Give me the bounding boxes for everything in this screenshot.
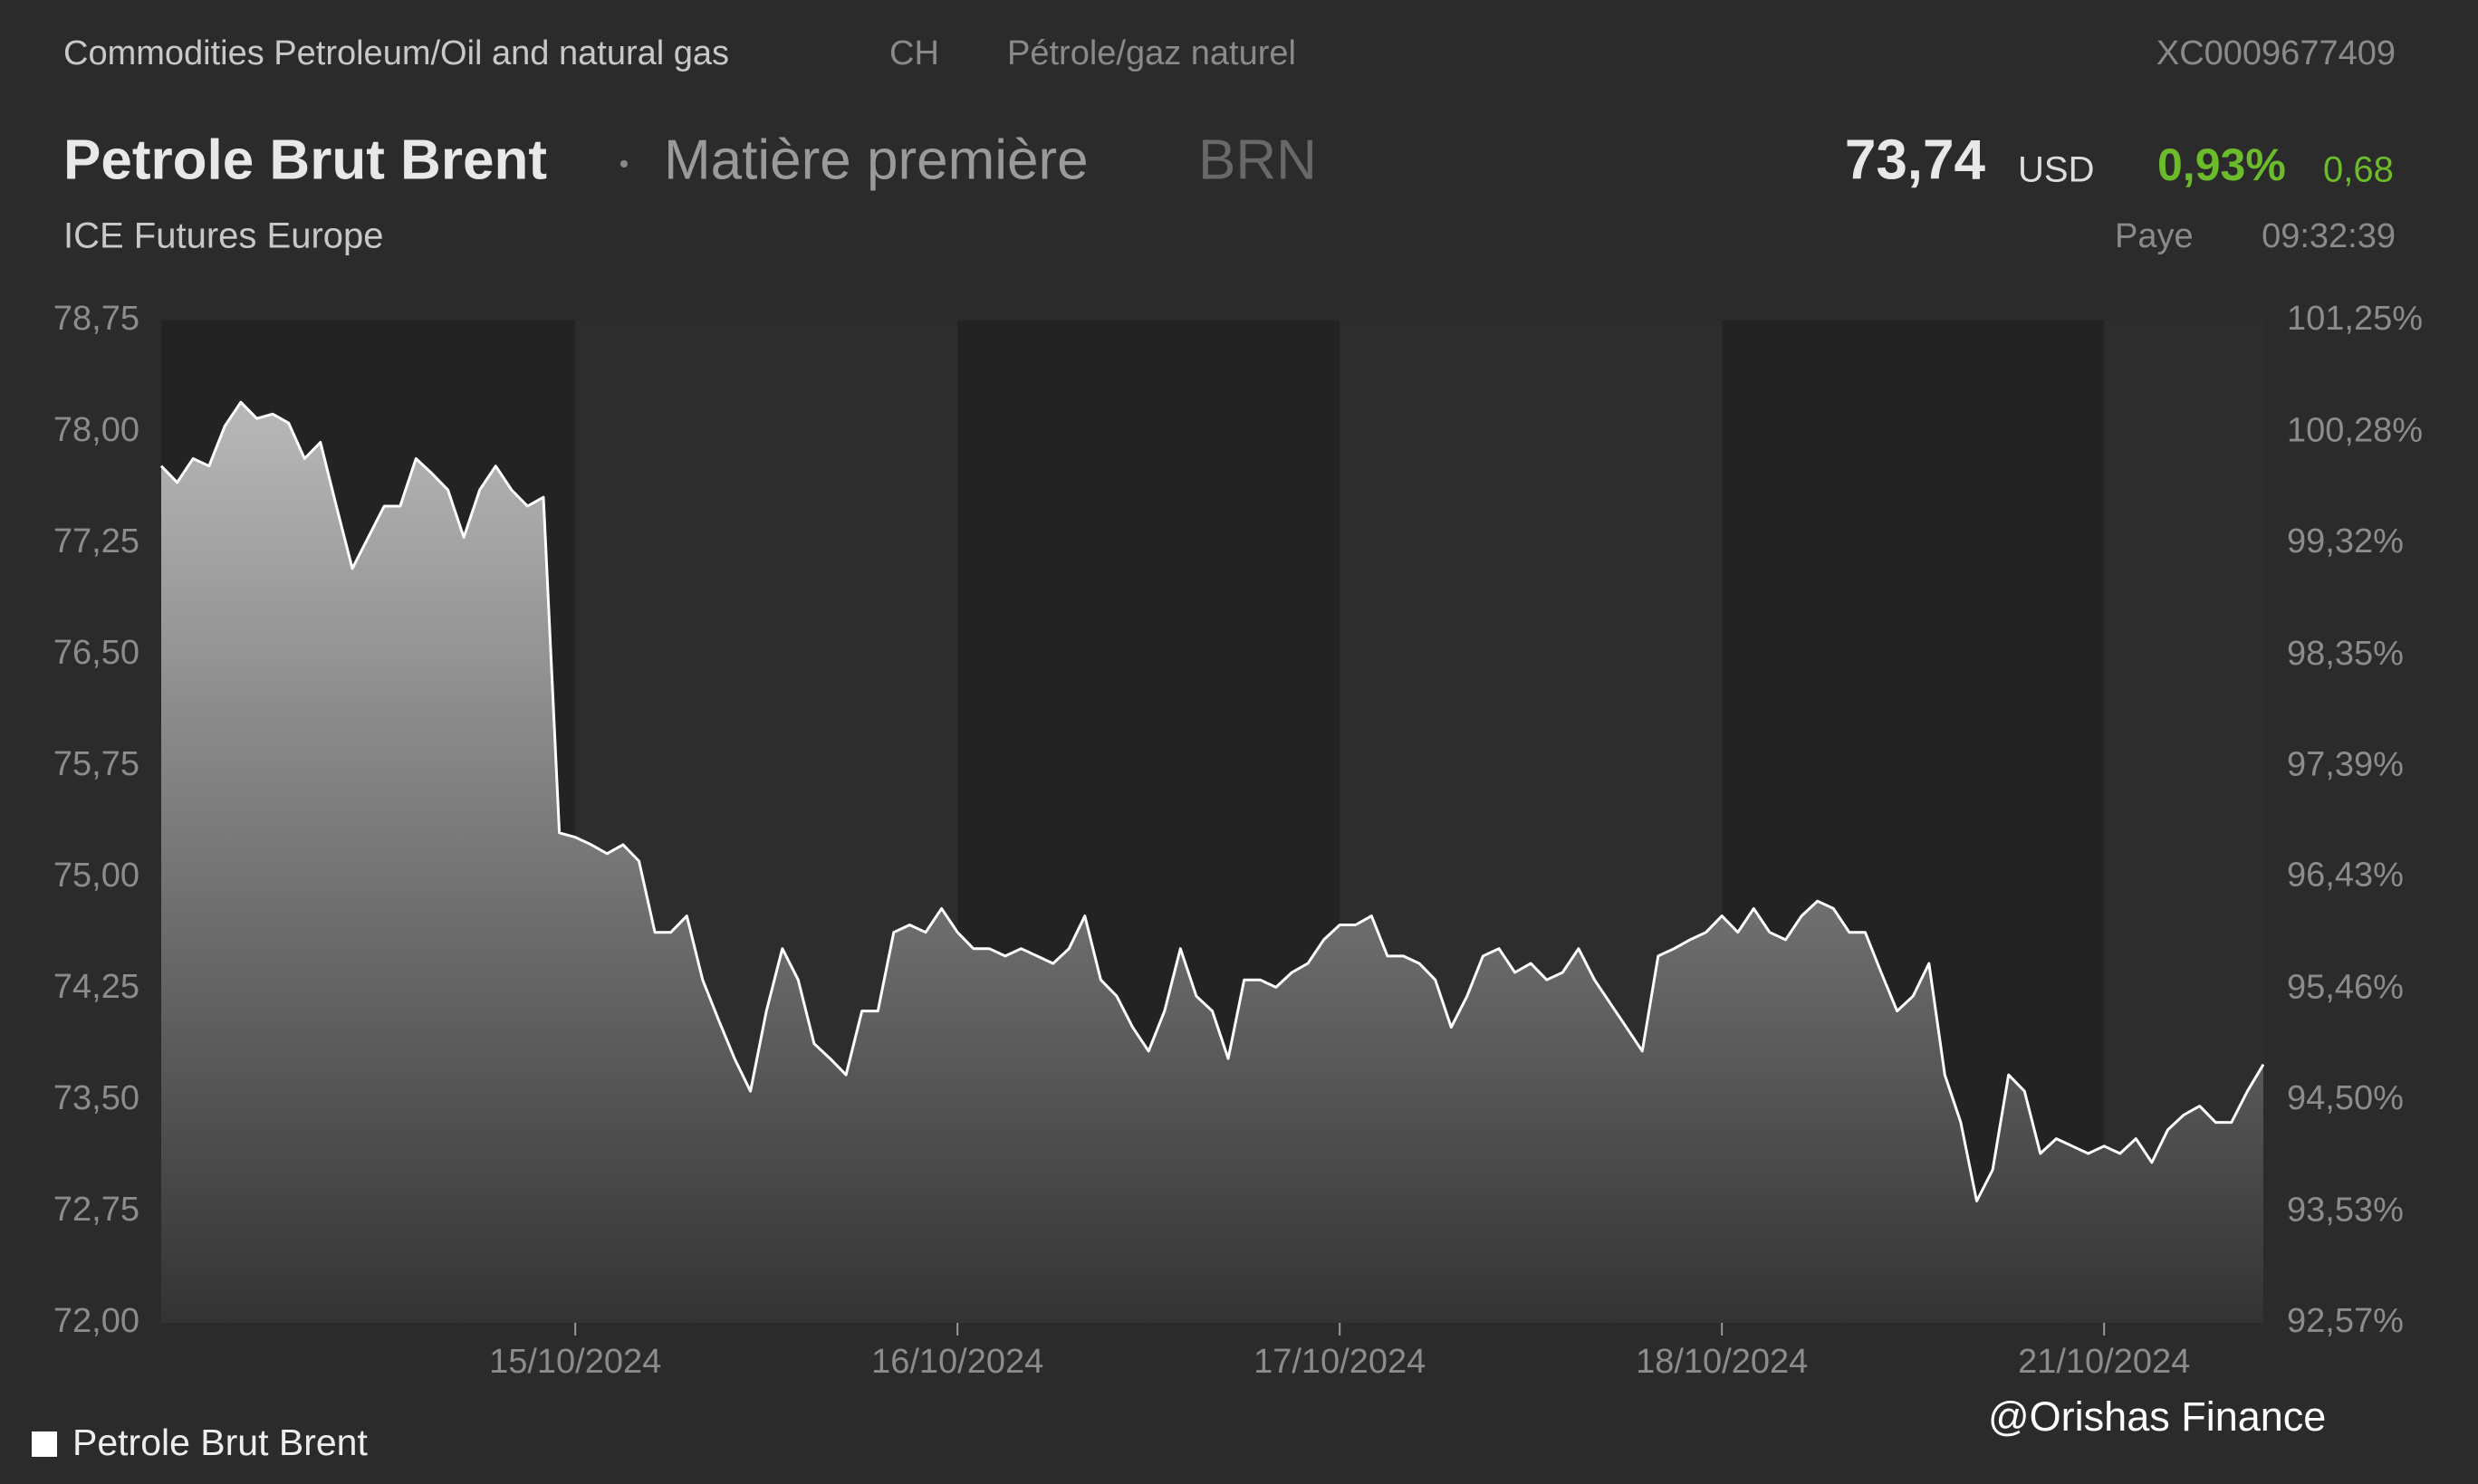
x-tick-label: 17/10/2024 [1253, 1343, 1426, 1381]
y2-tick-label: 99,32% [2287, 522, 2404, 560]
y-tick-label: 76,50 [53, 634, 139, 672]
price: 73,74 [1845, 129, 1986, 191]
instrument-name: Petrole Brut Brent [63, 129, 547, 191]
legend-swatch [32, 1431, 57, 1457]
currency: USD [2018, 150, 2094, 190]
y-tick-label: 75,00 [53, 857, 139, 895]
y2-tick-label: 93,53% [2287, 1192, 2404, 1230]
line [159, 400, 2265, 1202]
country: CH [889, 34, 939, 72]
y-tick-label: 75,75 [53, 745, 139, 783]
y2-tick-label: 97,39% [2287, 745, 2404, 783]
y2-tick-label: 101,25% [2287, 300, 2423, 338]
y-tick-label: 78,00 [53, 411, 139, 449]
change: 0,68 [2323, 150, 2394, 190]
y2-tick-label: 95,46% [2287, 968, 2404, 1006]
separator [620, 160, 628, 168]
y-tick-label: 72,75 [53, 1191, 139, 1229]
category: Commodities Petroleum/Oil and natural ga… [63, 34, 729, 72]
y-tick-label: 78,75 [53, 300, 139, 338]
watermark: @Orishas Finance [1988, 1393, 2326, 1440]
asset-type: Matière première [664, 129, 1089, 191]
x-tick-label: 15/10/2024 [489, 1343, 661, 1381]
y-tick-label: 72,00 [53, 1302, 139, 1340]
y2-tick-label: 96,43% [2287, 857, 2404, 895]
y-tick-label: 73,50 [53, 1079, 139, 1117]
status: Paye [2115, 217, 2194, 255]
time: 09:32:39 [2262, 217, 2396, 255]
exchange: ICE Futures Europe [63, 216, 384, 256]
ticker: BRN [1198, 129, 1317, 191]
y2-tick-label: 94,50% [2287, 1079, 2404, 1117]
area [161, 402, 2263, 1323]
change-percent: 0,93% [2157, 139, 2286, 190]
isin: XC0009677409 [2156, 34, 2396, 72]
sector: Pétrole/gaz naturel [1007, 34, 1296, 72]
y2-tick-label: 100,28% [2287, 412, 2423, 450]
y2-tick-label: 92,57% [2287, 1302, 2404, 1340]
x-tick-label: 16/10/2024 [871, 1343, 1043, 1381]
y-tick-label: 74,25 [53, 968, 139, 1006]
y-tick-label: 77,25 [53, 522, 139, 560]
x-tick-label: 18/10/2024 [1636, 1343, 1808, 1381]
y2-tick-label: 98,35% [2287, 635, 2404, 673]
x-tick-label: 21/10/2024 [2018, 1343, 2190, 1381]
plot: 72,00 72,75 73,50 74,25 75,00 75,75 76,50 77,25… [53, 300, 2423, 1381]
legend-label: Petrole Brut Brent [72, 1422, 368, 1463]
